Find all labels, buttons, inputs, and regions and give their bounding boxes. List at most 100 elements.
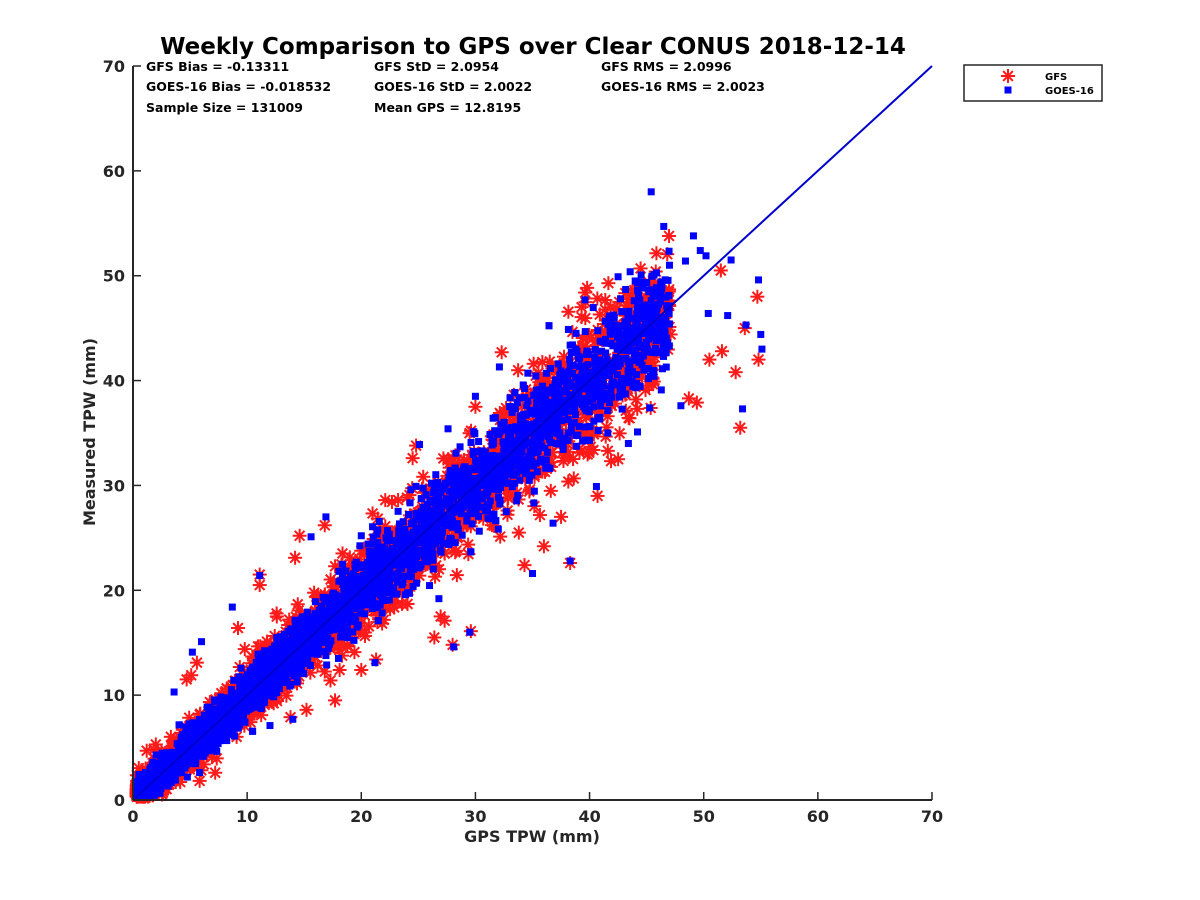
- data-point: [226, 730, 234, 738]
- data-point: [468, 399, 483, 414]
- data-point: [751, 352, 766, 367]
- data-point: [624, 373, 632, 381]
- data-point: [626, 268, 634, 276]
- data-point: [350, 604, 358, 612]
- data-point: [399, 518, 407, 526]
- data-point: [512, 423, 520, 431]
- data-point: [551, 376, 559, 384]
- data-point: [532, 372, 540, 380]
- data-point: [636, 382, 644, 390]
- data-point: [430, 508, 438, 516]
- data-point: [532, 508, 547, 523]
- data-point: [566, 355, 574, 363]
- data-point: [319, 648, 327, 656]
- data-point: [405, 451, 420, 466]
- data-point: [449, 568, 464, 583]
- data-point: [210, 696, 218, 704]
- data-point: [273, 634, 281, 642]
- data-point: [519, 381, 527, 389]
- data-point: [369, 594, 377, 602]
- data-point: [379, 587, 387, 595]
- data-point: [434, 478, 442, 486]
- data-point: [237, 642, 252, 657]
- data-point: [289, 669, 297, 677]
- data-point: [135, 771, 143, 779]
- data-point: [338, 572, 346, 580]
- data-point: [223, 737, 231, 745]
- data-point: [643, 301, 651, 309]
- data-point: [317, 518, 332, 533]
- data-point: [361, 619, 376, 634]
- data-point: [300, 669, 308, 677]
- data-point: [714, 344, 729, 359]
- data-point: [630, 351, 638, 359]
- data-point: [325, 601, 333, 609]
- data-point: [416, 469, 431, 484]
- data-point: [429, 556, 437, 564]
- data-point: [400, 596, 415, 611]
- data-point: [629, 324, 637, 332]
- data-point: [530, 499, 538, 507]
- data-point: [394, 577, 402, 585]
- data-point: [549, 423, 557, 431]
- data-point: [279, 635, 287, 643]
- data-point: [407, 573, 415, 581]
- data-point: [607, 385, 615, 393]
- data-point: [645, 364, 653, 372]
- data-point: [665, 291, 673, 299]
- data-point: [497, 483, 505, 491]
- data-point: [477, 481, 485, 489]
- data-point: [511, 363, 526, 378]
- data-point: [622, 334, 630, 342]
- data-point: [713, 263, 728, 278]
- data-point: [183, 773, 191, 781]
- data-point: [231, 621, 246, 636]
- data-point: [485, 476, 493, 484]
- data-point: [269, 609, 284, 624]
- data-point: [437, 613, 452, 628]
- data-point: [277, 644, 285, 652]
- data-point: [323, 673, 338, 688]
- data-point: [148, 737, 163, 752]
- data-point: [632, 347, 640, 355]
- data-point: [578, 285, 593, 300]
- data-point: [293, 678, 301, 686]
- data-point: [513, 469, 521, 477]
- data-point: [640, 366, 648, 374]
- data-point: [511, 461, 519, 469]
- data-point: [613, 371, 621, 379]
- data-point: [364, 601, 372, 609]
- data-point: [347, 645, 362, 660]
- data-point: [322, 652, 330, 660]
- data-point: [702, 352, 717, 367]
- data-point: [611, 452, 626, 467]
- data-point: [231, 732, 239, 740]
- data-point: [301, 630, 309, 638]
- data-point: [542, 369, 550, 377]
- data-point: [660, 352, 668, 360]
- data-point: [581, 423, 589, 431]
- data-point: [561, 434, 569, 442]
- data-point: [350, 636, 358, 644]
- data-point: [457, 510, 465, 518]
- data-point: [612, 426, 627, 441]
- data-point: [209, 751, 224, 766]
- data-point: [189, 655, 204, 670]
- data-point: [456, 443, 464, 451]
- data-point: [513, 399, 521, 407]
- data-point: [634, 301, 642, 309]
- data-point: [391, 493, 406, 508]
- data-point: [385, 596, 393, 604]
- data-point: [406, 499, 414, 507]
- data-point: [228, 720, 236, 728]
- data-point: [184, 668, 199, 683]
- data-point: [361, 610, 369, 618]
- data-point: [572, 431, 580, 439]
- data-point: [506, 403, 514, 411]
- data-point: [373, 530, 381, 538]
- data-point: [407, 486, 415, 494]
- data-point: [528, 471, 536, 479]
- data-point: [657, 278, 665, 286]
- data-point: [378, 493, 393, 508]
- data-point: [584, 361, 592, 369]
